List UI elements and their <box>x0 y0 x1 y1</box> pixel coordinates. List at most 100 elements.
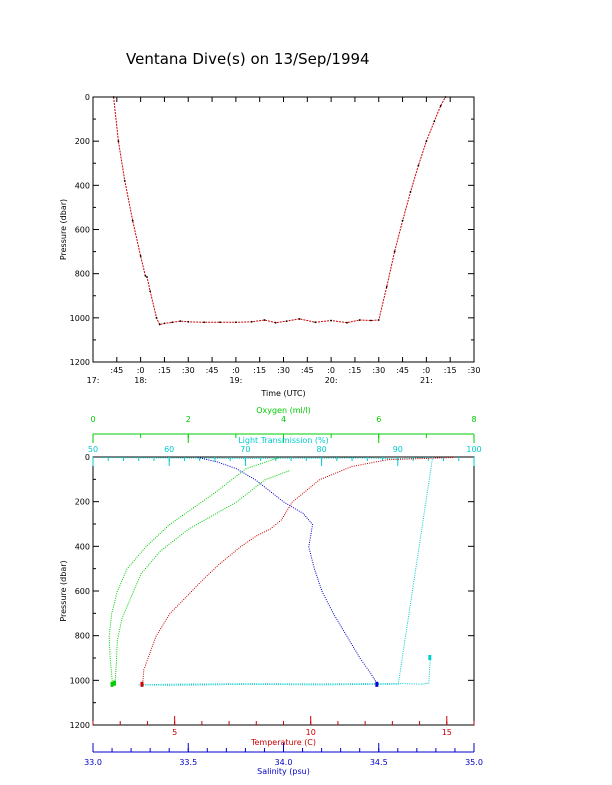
data-point-temperature <box>163 622 165 624</box>
data-point-light-transmission <box>175 683 177 685</box>
data-point-salinity <box>309 550 311 552</box>
data-point-pressure <box>144 274 147 277</box>
data-point-light-transmission <box>230 457 232 459</box>
data-point-oxygen <box>117 635 119 637</box>
data-point-oxygen <box>120 582 122 584</box>
data-point-light-transmission <box>280 683 282 685</box>
data-point-salinity <box>354 648 356 650</box>
data-point-light-transmission <box>241 683 242 685</box>
data-point-salinity <box>321 591 323 592</box>
data-point-light-transmission <box>302 683 303 685</box>
data-point-pressure <box>314 321 317 324</box>
data-point-light-transmission <box>265 457 266 459</box>
data-point-pressure <box>112 96 115 98</box>
data-point-oxygen <box>234 502 235 504</box>
data-point-light-transmission <box>347 683 349 685</box>
data-point-light-transmission <box>154 684 155 686</box>
data-point-oxygen <box>202 500 204 502</box>
data-point-light-transmission <box>423 457 425 459</box>
data-point-light-transmission <box>346 457 348 459</box>
data-point-salinity <box>314 568 315 570</box>
data-point-temperature <box>439 457 441 459</box>
data-point-light-transmission <box>343 683 345 685</box>
data-point-light-transmission <box>391 683 393 685</box>
data-point-temperature <box>285 512 287 514</box>
data-point-pressure <box>158 323 161 326</box>
axis-tick-label-oxygen: 8 <box>471 415 476 424</box>
data-point-oxygen <box>118 631 120 633</box>
data-point-salinity <box>357 654 359 656</box>
data-point-light-transmission <box>360 684 362 685</box>
data-point-salinity <box>374 680 376 682</box>
data-point-light-transmission <box>358 684 360 685</box>
data-point-oxygen <box>129 565 131 567</box>
data-point-light-transmission <box>201 684 203 686</box>
data-point-light-transmission <box>167 683 168 685</box>
data-point-light-transmission <box>308 683 310 685</box>
data-point-light-transmission <box>306 457 308 459</box>
data-point-light-transmission <box>269 684 271 685</box>
data-point-light-transmission <box>398 677 400 679</box>
data-point-temperature <box>151 647 153 649</box>
data-point-temperature <box>303 491 305 493</box>
data-point-temperature <box>389 459 391 461</box>
data-point-oxygen <box>125 607 127 609</box>
data-point-oxygen <box>188 528 190 530</box>
data-point-salinity <box>311 559 313 561</box>
data-point-pressure <box>123 180 126 182</box>
data-point-temperature <box>287 508 289 510</box>
data-point-temperature <box>333 473 335 475</box>
data-point-light-transmission <box>432 457 434 458</box>
axis-tick-label-transmission: 100 <box>466 445 481 454</box>
data-point-oxygen <box>155 556 157 557</box>
data-point-light-transmission <box>380 457 382 459</box>
data-point-oxygen <box>220 510 222 512</box>
data-point-temperature <box>283 516 284 517</box>
data-point-light-transmission <box>245 683 247 685</box>
data-point-pressure <box>163 322 166 325</box>
data-point-light-transmission <box>245 457 247 459</box>
data-point-light-transmission <box>247 457 249 459</box>
data-point-temperature <box>393 459 395 460</box>
data-point-oxygen <box>111 611 113 613</box>
data-point-pressure <box>187 320 190 323</box>
data-point-salinity <box>325 599 327 601</box>
data-point-oxygen <box>109 653 111 655</box>
x-tick-label: :15 <box>444 366 457 375</box>
data-point-oxygen <box>109 642 110 644</box>
page-title: Ventana Dive(s) on 13/Sep/1994 <box>126 50 370 68</box>
data-point-light-transmission <box>397 683 399 684</box>
data-point-oxygen <box>207 517 209 519</box>
data-point-light-transmission <box>411 683 413 685</box>
data-point-light-transmission <box>197 457 199 459</box>
data-point-light-transmission <box>315 684 317 686</box>
data-point-light-transmission <box>180 457 182 459</box>
data-point-oxygen <box>211 494 213 496</box>
data-point-oxygen <box>176 518 178 520</box>
data-point-oxygen <box>133 589 135 591</box>
data-point-temperature <box>189 592 191 594</box>
data-point-light-transmission <box>105 457 106 458</box>
data-point-light-transmission <box>429 662 431 664</box>
data-point-oxygen <box>109 651 111 653</box>
data-point-salinity <box>351 645 353 646</box>
data-point-light-transmission <box>405 633 407 635</box>
data-point-oxygen <box>112 606 114 608</box>
data-point-light-transmission <box>142 457 144 459</box>
data-point-oxygen <box>262 462 264 464</box>
data-point-temperature <box>144 666 146 668</box>
data-point-salinity <box>310 522 312 524</box>
data-point-temperature <box>155 635 157 637</box>
y-tick-label: 0 <box>85 453 90 462</box>
y-tick-label: 600 <box>75 587 90 596</box>
x-tick-label: :15 <box>349 366 362 375</box>
data-point-light-transmission <box>410 603 411 604</box>
data-point-oxygen <box>116 593 118 595</box>
data-point-temperature <box>254 536 256 538</box>
data-point-salinity <box>279 498 281 500</box>
data-point-salinity <box>311 526 313 528</box>
data-point-light-transmission <box>197 684 199 686</box>
data-point-temperature <box>162 624 164 626</box>
data-point-light-transmission <box>136 457 137 459</box>
